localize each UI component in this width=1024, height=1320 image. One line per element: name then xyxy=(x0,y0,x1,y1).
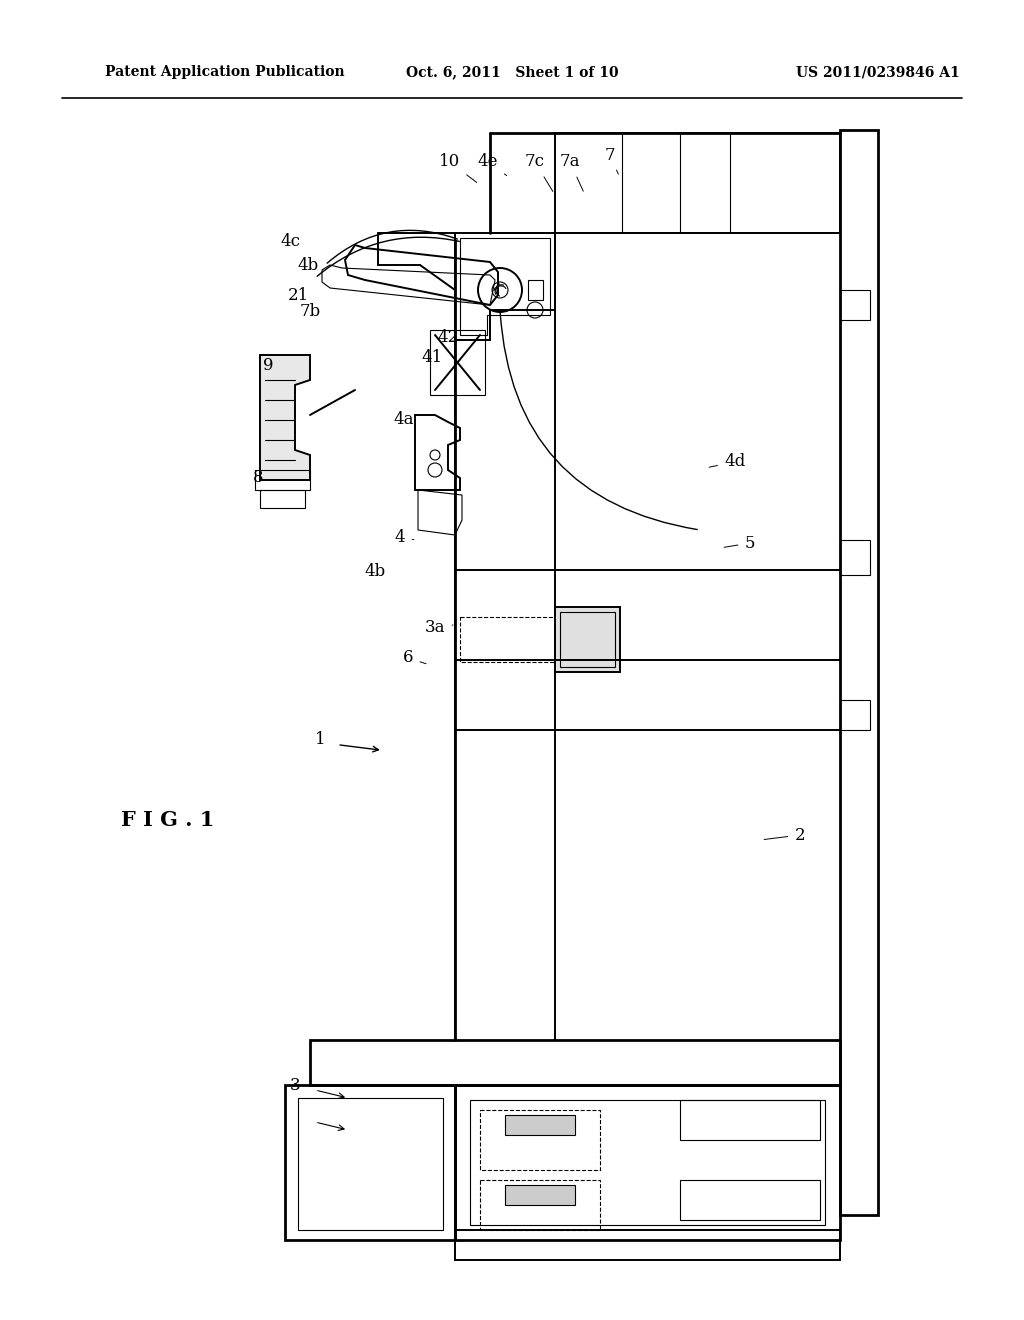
Bar xyxy=(455,1085,840,1239)
Text: 7a: 7a xyxy=(560,153,584,191)
Text: US 2011/0239846 A1: US 2011/0239846 A1 xyxy=(797,65,961,79)
Bar xyxy=(840,129,878,1214)
Text: 8: 8 xyxy=(253,470,263,487)
Text: 7c: 7c xyxy=(525,153,553,191)
Bar xyxy=(505,1115,575,1135)
Text: 1: 1 xyxy=(314,731,326,748)
Bar xyxy=(840,290,870,319)
Text: 4e: 4e xyxy=(478,153,507,176)
Text: 2: 2 xyxy=(764,826,805,843)
Bar xyxy=(480,1180,600,1230)
Text: 6: 6 xyxy=(402,649,426,667)
Bar xyxy=(680,1100,820,1140)
Bar xyxy=(840,700,870,730)
Text: 9: 9 xyxy=(263,356,273,374)
Text: 3a: 3a xyxy=(425,619,453,636)
Bar xyxy=(460,616,555,663)
Bar xyxy=(260,490,305,508)
Bar xyxy=(430,330,485,395)
Bar xyxy=(480,1110,600,1170)
Text: 4b: 4b xyxy=(297,256,318,273)
Bar xyxy=(560,612,615,667)
Text: 4d: 4d xyxy=(709,454,745,470)
Text: 3: 3 xyxy=(290,1077,300,1093)
Bar xyxy=(555,607,620,672)
Bar xyxy=(555,133,840,234)
Text: 42: 42 xyxy=(437,330,459,346)
Text: 7: 7 xyxy=(605,147,618,174)
Text: 7b: 7b xyxy=(299,304,321,321)
Text: 4c: 4c xyxy=(280,234,300,251)
Text: 4: 4 xyxy=(394,529,414,546)
Bar xyxy=(310,1040,840,1085)
Bar xyxy=(840,540,870,576)
Text: F I G . 1: F I G . 1 xyxy=(121,810,215,830)
Text: Patent Application Publication: Patent Application Publication xyxy=(105,65,345,79)
Bar xyxy=(470,1100,825,1225)
Text: Oct. 6, 2011   Sheet 1 of 10: Oct. 6, 2011 Sheet 1 of 10 xyxy=(406,65,618,79)
Text: 41: 41 xyxy=(421,350,442,367)
Bar xyxy=(455,1230,840,1261)
Text: 4b: 4b xyxy=(365,564,386,581)
Bar xyxy=(528,280,543,300)
Text: 10: 10 xyxy=(439,153,477,182)
Bar xyxy=(505,1185,575,1205)
Text: 4a: 4a xyxy=(394,412,415,429)
Text: 21: 21 xyxy=(288,286,308,304)
Text: 5: 5 xyxy=(724,535,756,552)
Bar xyxy=(255,470,310,490)
Polygon shape xyxy=(260,355,310,480)
Bar xyxy=(680,1180,820,1220)
